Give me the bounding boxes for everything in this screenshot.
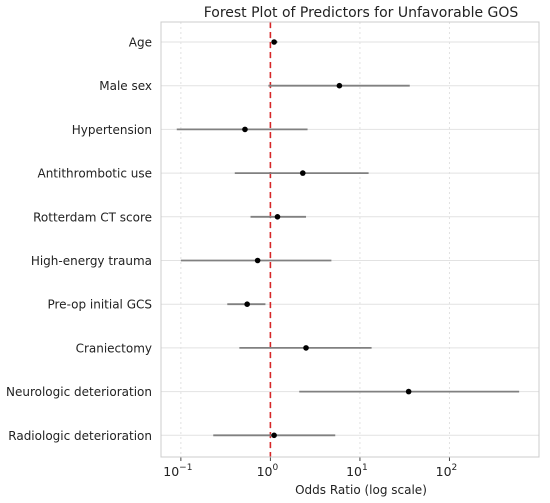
x-axis-ticks: 10−1 100 101 102	[163, 457, 457, 479]
point-estimate-6	[244, 301, 250, 308]
point-estimate-7	[303, 345, 309, 351]
point-estimate-9	[271, 432, 277, 439]
point-estimate-2	[242, 126, 248, 133]
point-estimate-0	[271, 39, 277, 45]
predictor-label-4: Rotterdam CT score	[33, 210, 152, 224]
predictor-label-7: Craniectomy	[76, 341, 152, 355]
point-estimate-5	[254, 257, 261, 264]
chart-title: Forest Plot of Predictors for Unfavorabl…	[204, 5, 519, 21]
point-estimate-4	[274, 214, 281, 220]
point-estimate-3	[299, 170, 306, 176]
predictor-label-5: High-energy trauma	[31, 254, 152, 268]
predictor-label-6: Pre-op initial GCS	[47, 298, 152, 312]
y-axis-labels: Age Male sex Hypertension Antithrombotic us…	[6, 36, 152, 443]
point-estimate-1	[336, 82, 343, 89]
predictor-label-3: Antithrombotic use	[37, 167, 152, 181]
predictor-label-8: Neurologic deterioration	[6, 385, 152, 399]
predictor-label-9: Radiologic deterioration	[8, 429, 152, 443]
plot-frame	[160, 21, 540, 458]
x-tick-label-1: 100	[257, 463, 279, 479]
point-estimate-8	[405, 388, 412, 395]
data-marks	[176, 39, 520, 439]
predictor-label-1: Male sex	[99, 79, 152, 93]
x-tick-label-2: 101	[346, 463, 368, 479]
predictor-label-0: Age	[129, 36, 152, 50]
predictor-label-2: Hypertension	[72, 123, 152, 137]
x-tick-label-0: 10−1	[163, 463, 192, 479]
x-tick-label-3: 102	[436, 463, 458, 479]
x-axis-label: Odds Ratio (log scale)	[295, 483, 427, 497]
